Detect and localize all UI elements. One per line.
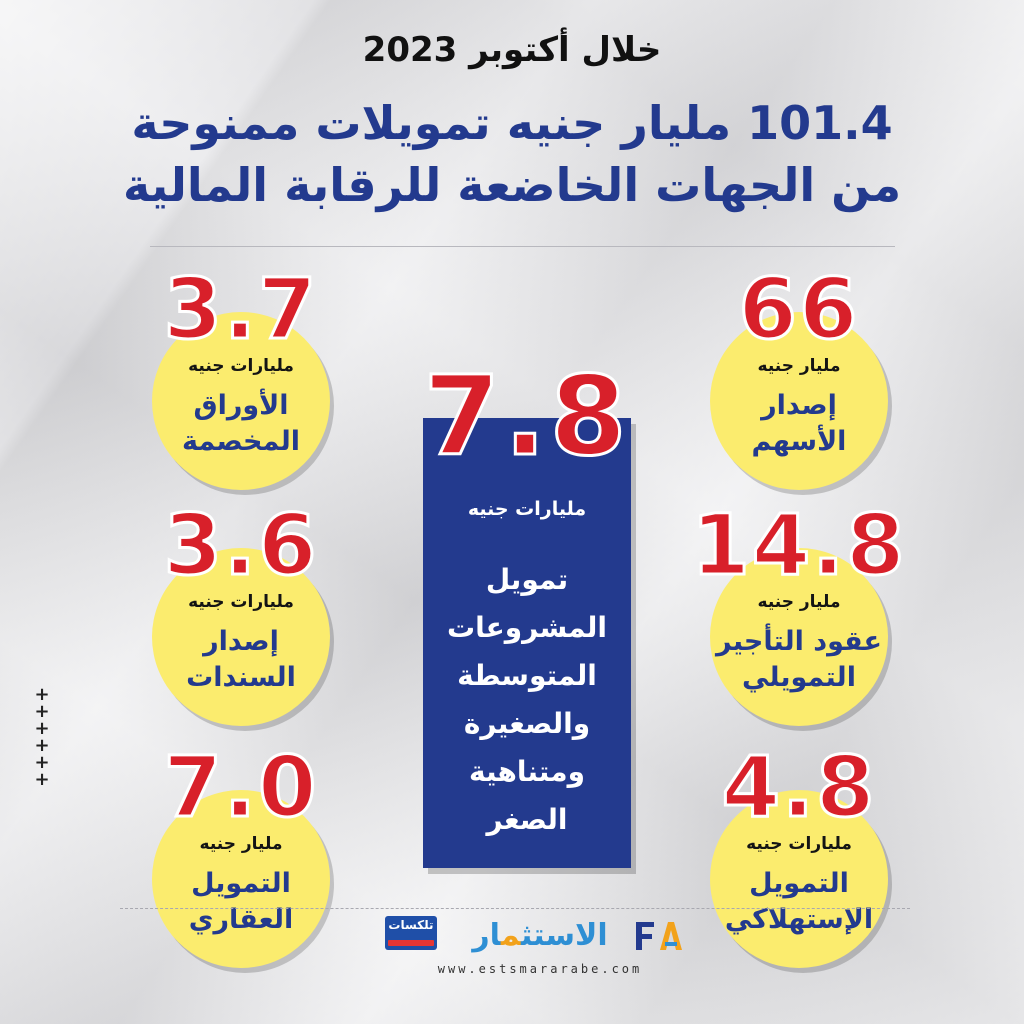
- stat-unit: مليارات جنيه: [188, 356, 294, 376]
- stat-value: 66: [737, 259, 860, 360]
- stat-label-line2: السندات: [186, 662, 296, 693]
- stat-label: عقود التأجير التمويلي: [710, 624, 888, 696]
- plus-icon: +: [34, 684, 50, 705]
- plus-icon: +: [34, 701, 50, 722]
- telexat-logo-text: تلكسات: [388, 918, 434, 932]
- center-stat-value: 7.8: [422, 351, 631, 482]
- stat-unit: مليار جنيه: [757, 592, 841, 612]
- page-title: 101.4 مليار جنيه تمويلات ممنوحة من الجها…: [0, 92, 1024, 216]
- title-line-2: من الجهات الخاضعة للرقابة المالية: [122, 158, 902, 212]
- plus-icon: +: [34, 769, 50, 790]
- stat-value: 7.0: [162, 737, 319, 838]
- center-label-line: الصغر: [486, 803, 568, 836]
- center-stat-unit: مليارات جنيه: [467, 498, 587, 520]
- fa-logo-icon: [636, 922, 682, 950]
- stat-value: 4.8: [720, 737, 877, 838]
- stat-label-line2: الإستهلاكي: [724, 904, 874, 935]
- stat-label: التمويل العقاري: [152, 866, 330, 938]
- stat-value: 3.6: [162, 495, 319, 596]
- stat-label: إصدار السندات: [152, 624, 330, 696]
- center-stat-label: تمويل المشروعات المتوسطة والصغيرة ومتناه…: [423, 556, 631, 844]
- stat-card-discounted-papers: 3.7 مليارات جنيه الأوراق المخصمة: [152, 259, 330, 490]
- stat-unit: مليار جنيه: [199, 834, 283, 854]
- plus-icon: +: [34, 735, 50, 756]
- center-label-line: المتوسطة: [457, 659, 597, 692]
- plus-decoration: + + + + + +: [34, 684, 50, 790]
- logo-text-part: م: [500, 918, 522, 953]
- logo-strip: [388, 940, 434, 946]
- center-label-line: تمويل: [485, 563, 569, 596]
- logo-text-part: الاستث: [521, 918, 608, 953]
- stat-unit: مليار جنيه: [757, 356, 841, 376]
- stat-label-line1: التمويل: [749, 868, 849, 899]
- stat-label-line2: العقاري: [188, 904, 294, 935]
- center-stat-box: [423, 418, 631, 868]
- subtitle: خلال أكتوبر 2023: [362, 30, 662, 70]
- header-divider: [150, 246, 895, 247]
- stat-card-bonds: 3.6 مليارات جنيه إصدار السندات: [152, 495, 330, 726]
- stat-label-line1: إصدار: [203, 626, 279, 657]
- stat-card-leasing: 14.8 مليار جنيه عقود التأجير التمويلي: [690, 495, 906, 726]
- stat-card-consumer-finance: 4.8 مليارات جنيه التمويل الإستهلاكي: [710, 737, 888, 968]
- logo-text-part: ار: [472, 918, 501, 953]
- stat-label-line1: التمويل: [191, 868, 291, 899]
- stat-card-shares: 66 مليار جنيه إصدار الأسهم: [710, 259, 888, 490]
- estsmar-logo: الاستثمار: [452, 914, 628, 958]
- stat-unit: مليارات جنيه: [188, 592, 294, 612]
- stat-value: 14.8: [690, 495, 907, 596]
- telexat-logo: تلكسات: [385, 916, 437, 950]
- stat-value: 3.7: [162, 259, 319, 360]
- footer-divider: [120, 908, 910, 909]
- center-label-line: ومتناهية: [469, 755, 585, 788]
- stat-label-line1: عقود التأجير: [716, 626, 882, 657]
- stat-label: التمويل الإستهلاكي: [710, 866, 888, 938]
- stat-label: الأوراق المخصمة: [152, 388, 330, 460]
- stat-label-line1: إصدار: [761, 390, 837, 421]
- center-label-line: والصغيرة: [463, 707, 591, 740]
- stat-label: إصدار الأسهم: [710, 388, 888, 460]
- stat-label-line2: التمويلي: [742, 662, 856, 693]
- plus-icon: +: [34, 752, 50, 773]
- stat-label-line2: الأسهم: [751, 426, 847, 457]
- stat-label-line1: الأوراق: [193, 390, 289, 421]
- center-label-line: المشروعات: [447, 611, 607, 644]
- plus-icon: +: [34, 718, 50, 739]
- stat-unit: مليارات جنيه: [746, 834, 852, 854]
- stat-card-real-estate: 7.0 مليار جنيه التمويل العقاري: [152, 737, 330, 968]
- title-line-1: 101.4 مليار جنيه تمويلات ممنوحة: [131, 96, 893, 150]
- stat-label-line2: المخصمة: [181, 426, 301, 457]
- website-url: www.estsmararabe.com: [437, 962, 643, 976]
